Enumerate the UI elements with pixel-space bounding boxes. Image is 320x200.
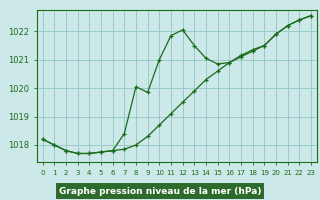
Text: Graphe pression niveau de la mer (hPa): Graphe pression niveau de la mer (hPa): [59, 186, 261, 196]
